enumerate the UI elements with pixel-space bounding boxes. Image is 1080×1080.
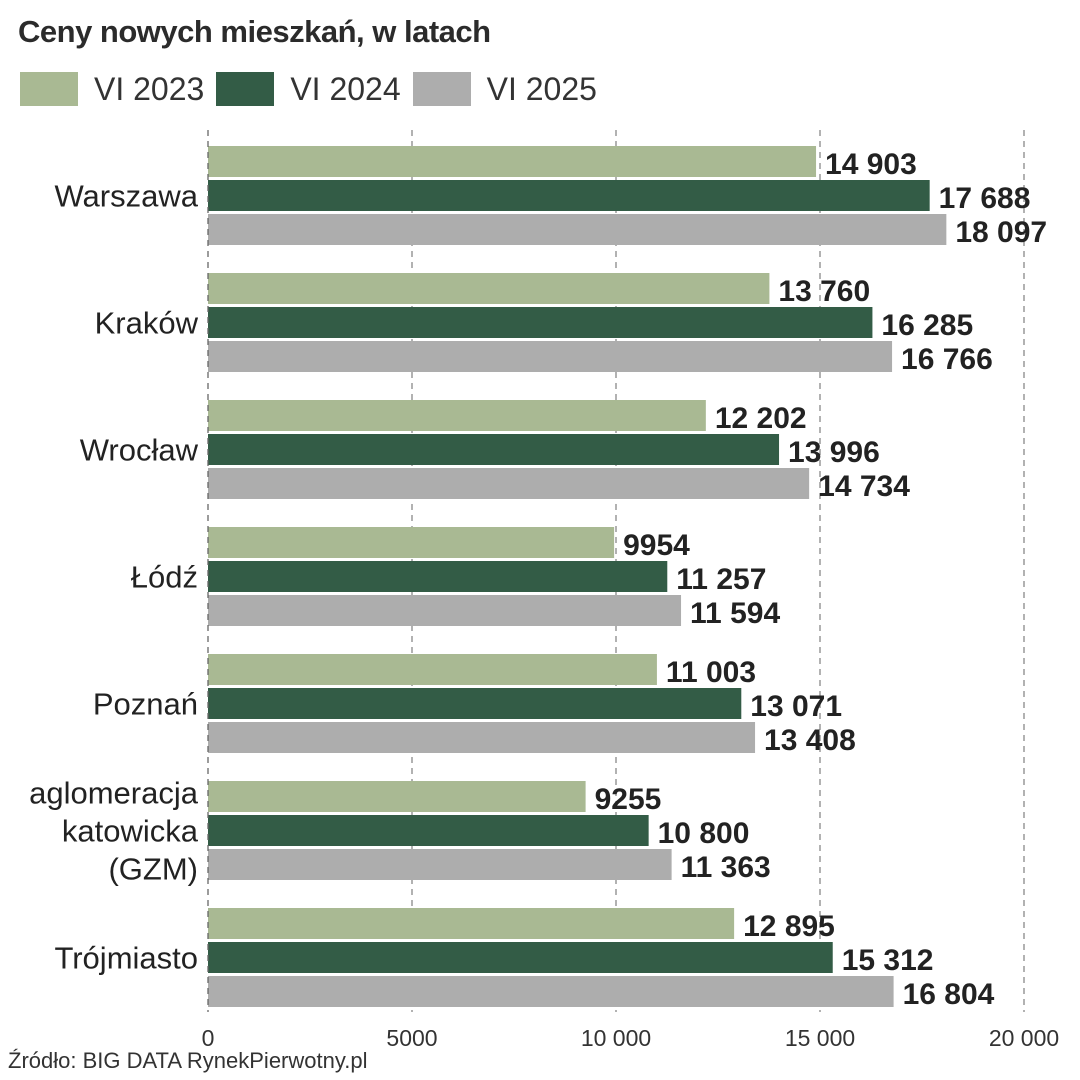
legend: VI 2023 VI 2024 VI 2025 [20,70,609,108]
data-label-warszawa-vi-2023: 14 903 [825,148,917,181]
bar-poznan-vi-2024 [208,688,742,719]
bar-lodz-vi-2024 [208,561,668,592]
data-label-wroclaw-vi-2024: 13 996 [788,436,880,469]
bar-warszawa-vi-2025 [208,214,947,245]
x-tick-label-10000: 10 000 [581,1025,651,1051]
bar-poznan-vi-2023 [208,654,657,685]
x-tick-label-5000: 5000 [386,1025,437,1051]
category-label-gzm-2: (GZM) [108,852,198,887]
bar-trojmiasto-vi-2024 [208,942,833,973]
category-label-krakow: Kraków [95,306,199,341]
data-label-lodz-vi-2024: 11 257 [676,563,766,596]
source-note: Źródło: BIG DATA RynekPierwotny.pl [8,1048,368,1073]
bar-gzm-vi-2023 [208,781,586,812]
category-label-trojmiasto: Trójmiasto [54,941,198,976]
legend-swatch-2025 [412,72,471,106]
data-label-poznan-vi-2024: 13 071 [750,690,842,723]
legend-swatch-2023 [20,72,78,106]
legend-label-2025: VI 2025 [486,70,597,107]
bar-krakow-vi-2023 [208,273,770,304]
category-label-gzm-0: aglomeracja [29,776,199,811]
x-tick-label-15000: 15 000 [785,1025,855,1051]
category-label-warszawa: Warszawa [54,179,198,214]
bar-warszawa-vi-2024 [208,180,930,211]
chart-title: Ceny nowych mieszkań, w latach [18,14,491,49]
bar-wroclaw-vi-2025 [208,468,810,499]
data-label-trojmiasto-vi-2023: 12 895 [743,910,835,943]
data-label-warszawa-vi-2024: 17 688 [939,182,1031,215]
data-label-poznan-vi-2025: 13 408 [764,724,856,757]
bar-gzm-vi-2024 [208,815,649,846]
bar-lodz-vi-2025 [208,595,682,626]
data-label-krakow-vi-2025: 16 766 [901,343,993,376]
category-label-poznan: Poznań [93,687,198,722]
bar-krakow-vi-2025 [208,341,893,372]
legend-label-2024: VI 2024 [290,70,401,107]
bar-poznan-vi-2025 [208,722,756,753]
data-label-gzm-vi-2023: 9255 [595,783,662,816]
bar-trojmiasto-vi-2025 [208,976,894,1007]
bar-gzm-vi-2025 [208,849,672,880]
x-tick-label-0: 0 [202,1025,215,1051]
data-label-lodz-vi-2025: 11 594 [690,597,780,630]
data-label-krakow-vi-2023: 13 760 [778,275,870,308]
legend-item-2023: VI 2023 [20,71,212,108]
data-label-krakow-vi-2024: 16 285 [881,309,973,342]
legend-swatch-2024 [216,72,275,106]
data-label-warszawa-vi-2025: 18 097 [955,216,1047,249]
data-label-trojmiasto-vi-2025: 16 804 [903,978,995,1011]
legend-item-2025: VI 2025 [412,70,605,108]
data-label-trojmiasto-vi-2024: 15 312 [842,944,934,977]
data-label-gzm-vi-2024: 10 800 [658,817,750,850]
data-label-wroclaw-vi-2023: 12 202 [715,402,807,435]
bar-wroclaw-vi-2023 [208,400,706,431]
data-label-wroclaw-vi-2025: 14 734 [818,470,910,503]
legend-item-2024: VI 2024 [216,71,408,108]
bar-trojmiasto-vi-2023 [208,908,735,939]
legend-label-2023: VI 2023 [94,70,205,107]
data-label-lodz-vi-2023: 9954 [623,529,690,562]
bar-krakow-vi-2024 [208,307,873,338]
bar-warszawa-vi-2023 [208,146,817,177]
x-tick-label-20000: 20 000 [989,1025,1059,1051]
category-label-gzm-1: katowicka [62,814,199,849]
data-label-gzm-vi-2025: 11 363 [681,851,771,884]
bar-wroclaw-vi-2024 [208,434,780,465]
bar-lodz-vi-2023 [208,527,615,558]
data-label-poznan-vi-2023: 11 003 [666,656,756,689]
category-label-wroclaw: Wrocław [80,433,199,468]
category-label-lodz: Łódź [131,560,198,595]
